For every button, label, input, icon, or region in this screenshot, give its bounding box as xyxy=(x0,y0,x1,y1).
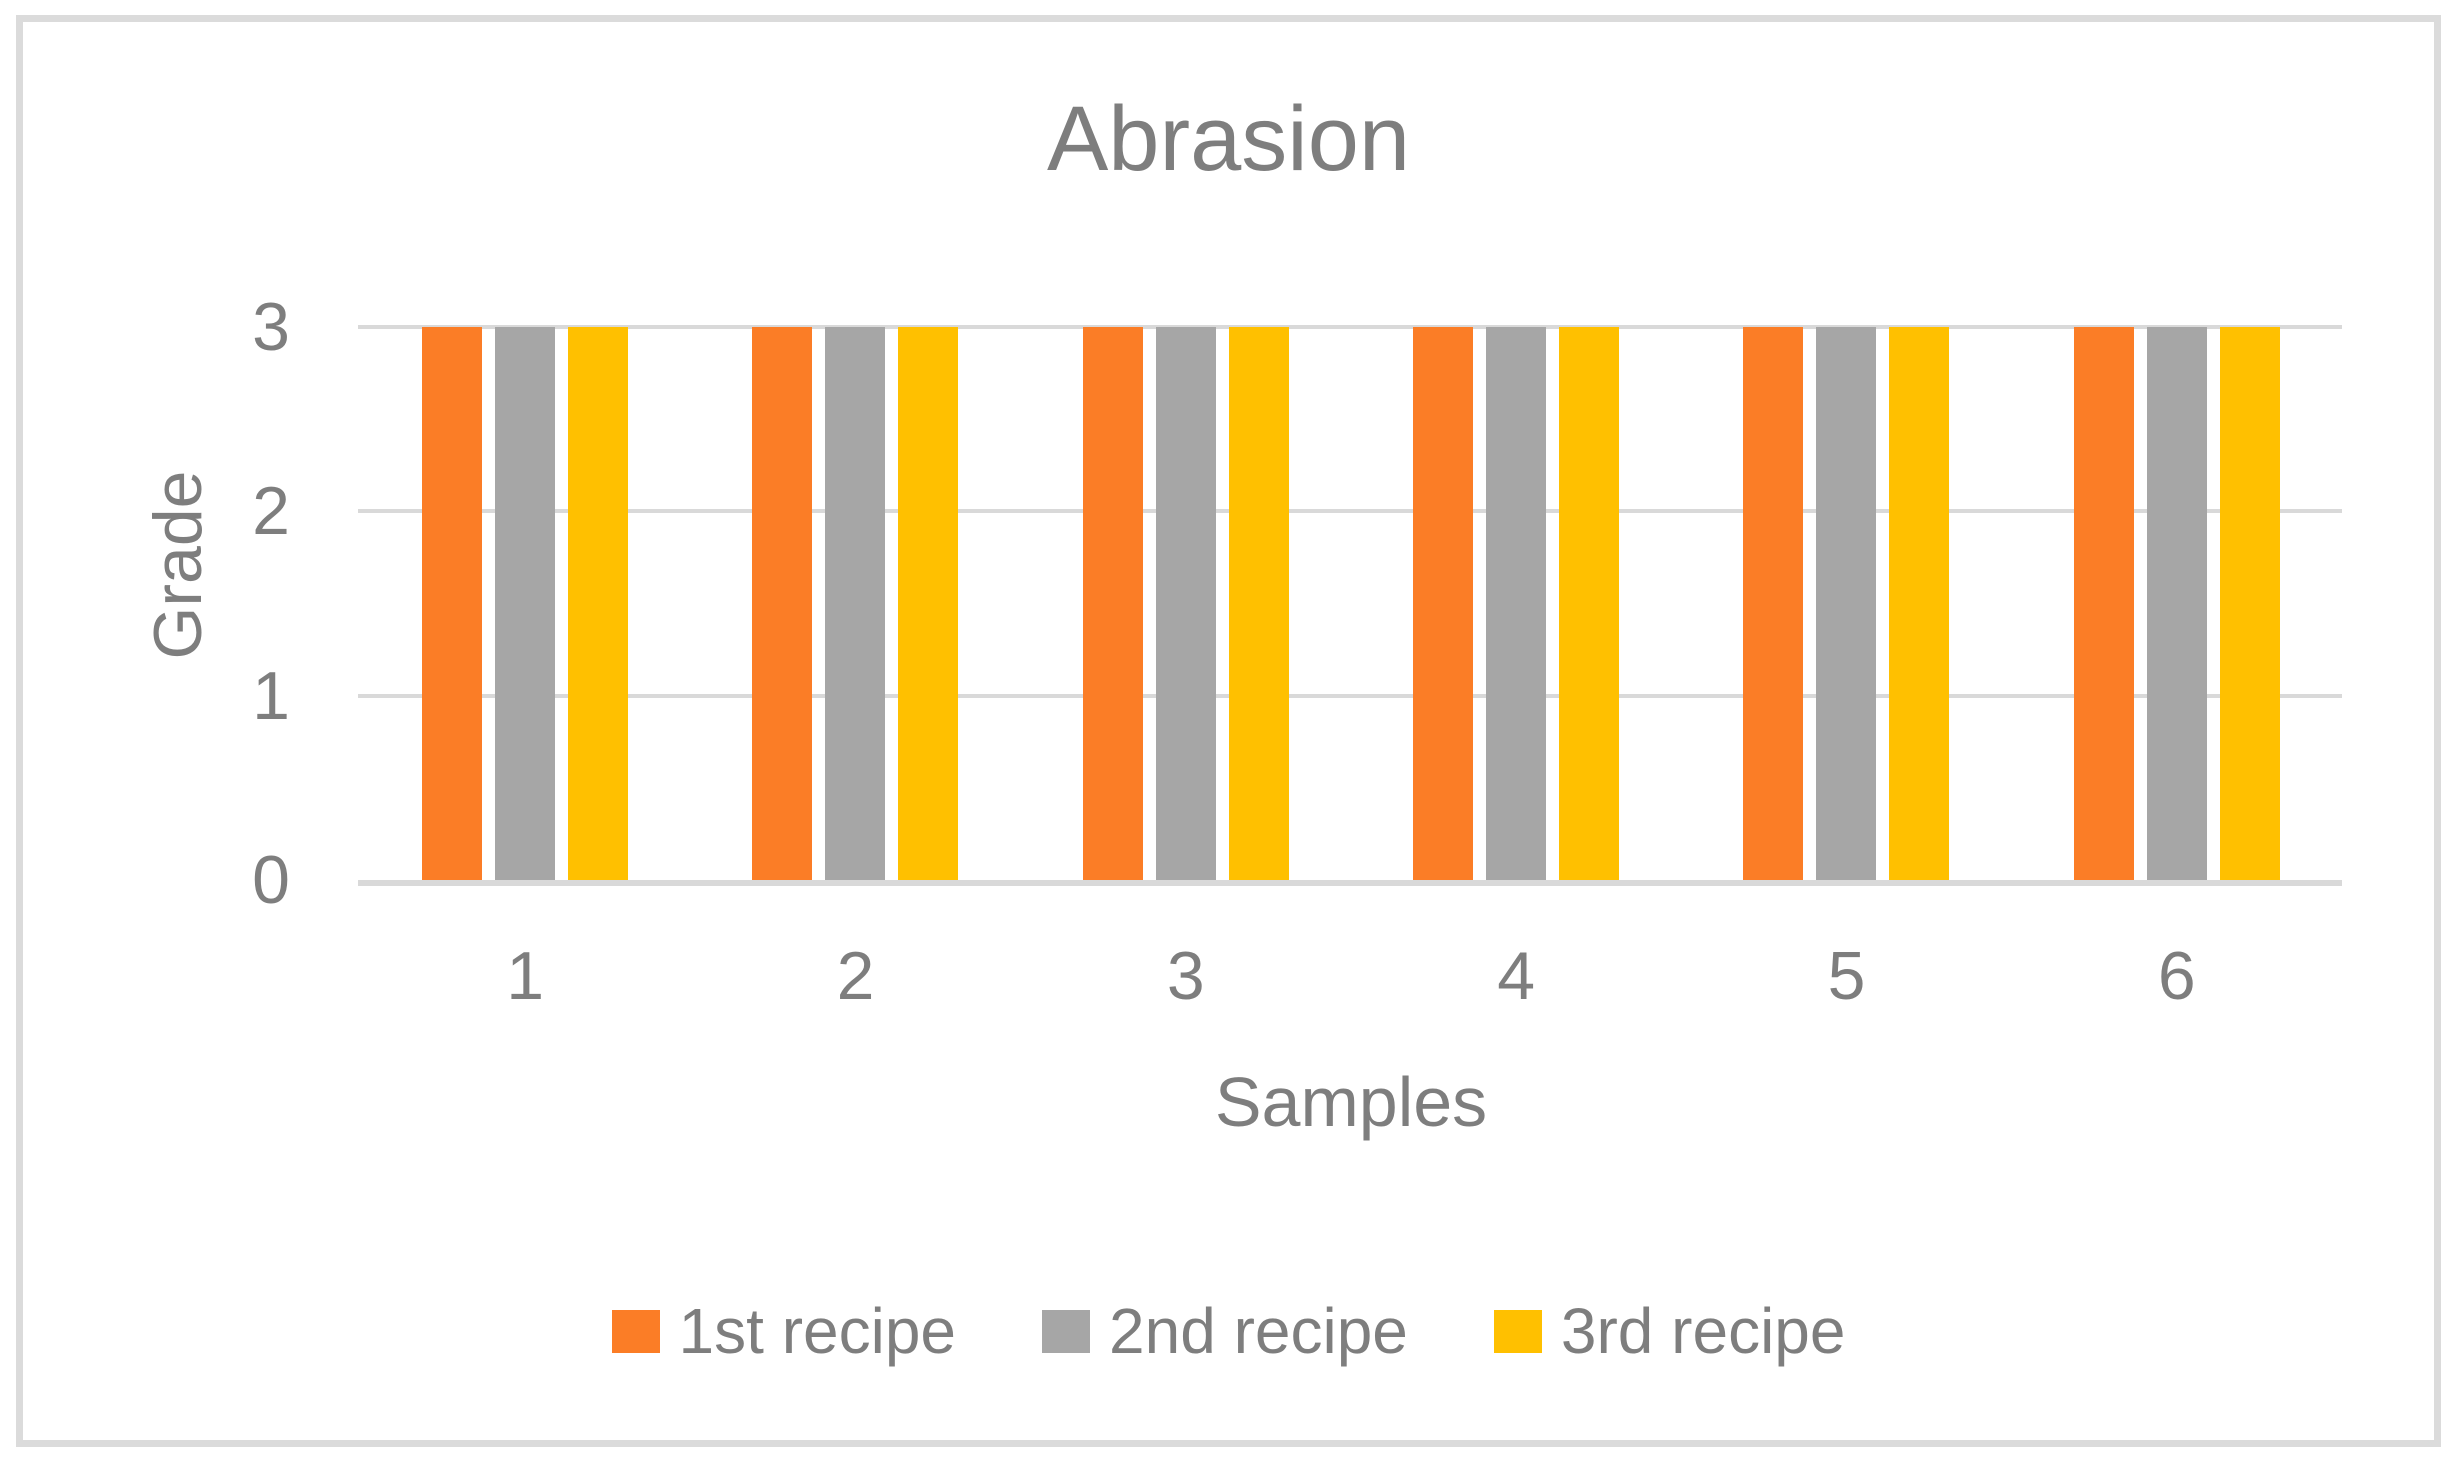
bar xyxy=(2146,327,2207,880)
bar xyxy=(2219,327,2280,880)
legend-item: 1st recipe xyxy=(611,1294,956,1368)
bar xyxy=(1082,327,1143,880)
x-tick-label: 1 xyxy=(506,938,545,1014)
bar xyxy=(1413,327,1474,880)
bar xyxy=(898,327,959,880)
bar xyxy=(1743,327,1804,880)
x-tick-label: 4 xyxy=(1497,938,1536,1014)
chart-title: Abrasion xyxy=(1046,88,1411,190)
y-tick-label: 3 xyxy=(252,289,290,365)
bar-group-sample-3 xyxy=(1021,327,1351,880)
bar xyxy=(1559,327,1620,880)
bar-group-sample-6 xyxy=(2012,327,2342,880)
x-tick-label: 2 xyxy=(836,938,875,1014)
gridline xyxy=(358,693,2342,698)
x-tick-label: 6 xyxy=(2157,938,2196,1014)
legend-label: 1st recipe xyxy=(678,1295,956,1367)
bar-group-sample-4 xyxy=(1351,327,1681,880)
y-axis-tick-labels: 0 1 2 3 xyxy=(150,289,290,1462)
y-tick-label: 0 xyxy=(252,842,290,918)
bar xyxy=(2073,327,2134,880)
legend-item: 3rd recipe xyxy=(1493,1294,1846,1368)
legend-swatch xyxy=(1493,1309,1542,1353)
bar xyxy=(1816,327,1877,880)
gridline xyxy=(358,880,2342,886)
bar xyxy=(495,327,556,880)
bar-group-sample-1 xyxy=(360,327,690,880)
gridline xyxy=(358,325,2342,329)
legend-item: 2nd recipe xyxy=(1042,1294,1408,1368)
bar xyxy=(1228,327,1289,880)
x-tick-label: 5 xyxy=(1827,938,1866,1014)
legend-swatch xyxy=(611,1309,660,1353)
legend: 1st recipe 2nd recipe 3rd recipe xyxy=(0,1294,2457,1368)
y-tick-label: 2 xyxy=(252,473,290,550)
chart-frame-border xyxy=(16,15,2441,1447)
bar xyxy=(422,327,483,880)
plot-area xyxy=(358,325,2342,886)
bar xyxy=(752,327,813,880)
bar-group-sample-2 xyxy=(690,327,1020,880)
bar xyxy=(825,327,886,880)
x-axis-title: Samples xyxy=(1214,1063,1488,1141)
x-axis-tick-labels: 1 2 3 4 5 6 xyxy=(360,936,2342,1016)
bar xyxy=(1155,327,1216,880)
legend-swatch xyxy=(1042,1309,1090,1353)
legend-label: 2nd recipe xyxy=(1109,1295,1408,1367)
legend-label: 3rd recipe xyxy=(1560,1295,1846,1367)
y-tick-label: 1 xyxy=(252,657,290,734)
gridline xyxy=(358,509,2342,514)
bar xyxy=(1889,327,1950,880)
x-tick-label: 3 xyxy=(1166,938,1205,1014)
bar-group-sample-5 xyxy=(1681,327,2011,880)
bar xyxy=(1486,327,1547,880)
bar xyxy=(568,327,629,880)
